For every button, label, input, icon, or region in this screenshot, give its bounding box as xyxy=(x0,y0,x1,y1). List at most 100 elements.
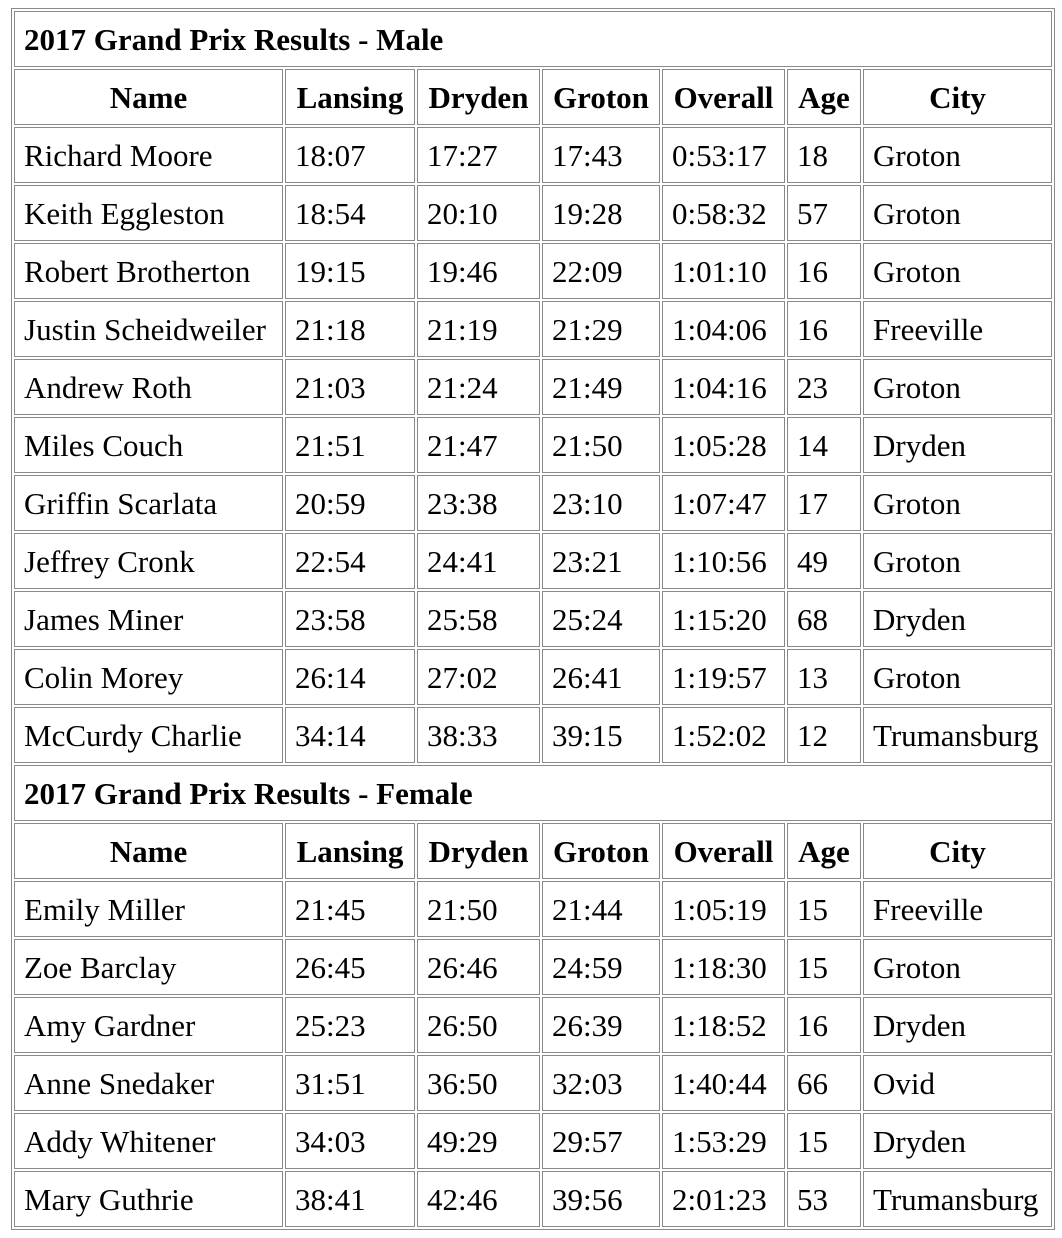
section-title-female: 2017 Grand Prix Results - Female xyxy=(14,765,1052,821)
table-row: Amy Gardner 25:23 26:50 26:39 1:18:52 16 Dryde… xyxy=(14,997,1052,1053)
cell-dryden: 21:19 xyxy=(417,301,540,357)
cell-groton: 21:29 xyxy=(542,301,660,357)
column-header-row-male: Name Lansing Dryden Groton Overall Age City xyxy=(14,69,1052,125)
section-title-row-female: 2017 Grand Prix Results - Female xyxy=(14,765,1052,821)
cell-name: Griffin Scarlata xyxy=(14,475,283,531)
table-row: Emily Miller 21:45 21:50 21:44 1:05:19 15 Free… xyxy=(14,881,1052,937)
section-title-row-male: 2017 Grand Prix Results - Male xyxy=(14,11,1052,67)
cell-name: McCurdy Charlie xyxy=(14,707,283,763)
cell-city: Ovid xyxy=(863,1055,1052,1111)
cell-dryden: 27:02 xyxy=(417,649,540,705)
cell-groton: 23:21 xyxy=(542,533,660,589)
cell-groton: 17:43 xyxy=(542,127,660,183)
cell-name: Robert Brotherton xyxy=(14,243,283,299)
cell-groton: 24:59 xyxy=(542,939,660,995)
cell-age: 23 xyxy=(787,359,861,415)
cell-name: Emily Miller xyxy=(14,881,283,937)
cell-age: 15 xyxy=(787,881,861,937)
cell-city: Groton xyxy=(863,359,1052,415)
cell-overall: 1:18:52 xyxy=(662,997,785,1053)
cell-city: Dryden xyxy=(863,1113,1052,1169)
cell-groton: 25:24 xyxy=(542,591,660,647)
cell-lansing: 18:07 xyxy=(285,127,415,183)
cell-lansing: 21:51 xyxy=(285,417,415,473)
table-row: Addy Whitener 34:03 49:29 29:57 1:53:29 15 Dry… xyxy=(14,1113,1052,1169)
cell-lansing: 38:41 xyxy=(285,1171,415,1227)
column-header-lansing: Lansing xyxy=(285,69,415,125)
cell-dryden: 36:50 xyxy=(417,1055,540,1111)
cell-lansing: 19:15 xyxy=(285,243,415,299)
cell-overall: 1:05:28 xyxy=(662,417,785,473)
cell-groton: 21:50 xyxy=(542,417,660,473)
cell-overall: 1:52:02 xyxy=(662,707,785,763)
cell-groton: 23:10 xyxy=(542,475,660,531)
cell-dryden: 49:29 xyxy=(417,1113,540,1169)
cell-name: James Miner xyxy=(14,591,283,647)
cell-city: Groton xyxy=(863,939,1052,995)
table-row: James Miner 23:58 25:58 25:24 1:15:20 68 Dryde… xyxy=(14,591,1052,647)
cell-overall: 1:07:47 xyxy=(662,475,785,531)
cell-groton: 19:28 xyxy=(542,185,660,241)
cell-overall: 0:58:32 xyxy=(662,185,785,241)
cell-groton: 22:09 xyxy=(542,243,660,299)
column-header-city: City xyxy=(863,69,1052,125)
cell-city: Groton xyxy=(863,649,1052,705)
cell-dryden: 19:46 xyxy=(417,243,540,299)
cell-name: Mary Guthrie xyxy=(14,1171,283,1227)
cell-age: 16 xyxy=(787,997,861,1053)
cell-lansing: 22:54 xyxy=(285,533,415,589)
cell-lansing: 31:51 xyxy=(285,1055,415,1111)
cell-city: Freeville xyxy=(863,881,1052,937)
column-header-age: Age xyxy=(787,69,861,125)
column-header-row-female: Name Lansing Dryden Groton Overall Age City xyxy=(14,823,1052,879)
cell-lansing: 34:14 xyxy=(285,707,415,763)
cell-lansing: 26:14 xyxy=(285,649,415,705)
table-row: Keith Eggleston 18:54 20:10 19:28 0:58:32 57 G… xyxy=(14,185,1052,241)
cell-age: 13 xyxy=(787,649,861,705)
cell-overall: 1:19:57 xyxy=(662,649,785,705)
cell-overall: 2:01:23 xyxy=(662,1171,785,1227)
cell-age: 49 xyxy=(787,533,861,589)
cell-city: Groton xyxy=(863,127,1052,183)
cell-overall: 1:40:44 xyxy=(662,1055,785,1111)
column-header-name: Name xyxy=(14,823,283,879)
cell-overall: 1:04:16 xyxy=(662,359,785,415)
cell-groton: 21:49 xyxy=(542,359,660,415)
cell-name: Addy Whitener xyxy=(14,1113,283,1169)
results-container: 2017 Grand Prix Results - Male Name Lansin… xyxy=(11,8,1055,1230)
table-row: Mary Guthrie 38:41 42:46 39:56 2:01:23 53 Trum… xyxy=(14,1171,1052,1227)
cell-age: 66 xyxy=(787,1055,861,1111)
cell-city: Dryden xyxy=(863,417,1052,473)
cell-dryden: 42:46 xyxy=(417,1171,540,1227)
table-row: Zoe Barclay 26:45 26:46 24:59 1:18:30 15 Groto… xyxy=(14,939,1052,995)
table-row: Colin Morey 26:14 27:02 26:41 1:19:57 13 Groto… xyxy=(14,649,1052,705)
cell-lansing: 26:45 xyxy=(285,939,415,995)
cell-city: Dryden xyxy=(863,591,1052,647)
cell-city: Groton xyxy=(863,533,1052,589)
cell-groton: 26:39 xyxy=(542,997,660,1053)
cell-name: Justin Scheidweiler xyxy=(14,301,283,357)
cell-city: Trumansburg xyxy=(863,1171,1052,1227)
cell-lansing: 25:23 xyxy=(285,997,415,1053)
cell-age: 53 xyxy=(787,1171,861,1227)
cell-city: Trumansburg xyxy=(863,707,1052,763)
cell-dryden: 26:46 xyxy=(417,939,540,995)
cell-city: Freeville xyxy=(863,301,1052,357)
cell-age: 12 xyxy=(787,707,861,763)
cell-overall: 1:15:20 xyxy=(662,591,785,647)
cell-lansing: 21:03 xyxy=(285,359,415,415)
cell-dryden: 26:50 xyxy=(417,997,540,1053)
column-header-overall: Overall xyxy=(662,69,785,125)
cell-city: Groton xyxy=(863,185,1052,241)
cell-overall: 0:53:17 xyxy=(662,127,785,183)
cell-lansing: 21:45 xyxy=(285,881,415,937)
cell-name: Anne Snedaker xyxy=(14,1055,283,1111)
cell-groton: 39:15 xyxy=(542,707,660,763)
cell-overall: 1:18:30 xyxy=(662,939,785,995)
cell-name: Zoe Barclay xyxy=(14,939,283,995)
cell-lansing: 23:58 xyxy=(285,591,415,647)
cell-groton: 39:56 xyxy=(542,1171,660,1227)
cell-dryden: 21:50 xyxy=(417,881,540,937)
cell-city: Groton xyxy=(863,475,1052,531)
cell-city: Dryden xyxy=(863,997,1052,1053)
